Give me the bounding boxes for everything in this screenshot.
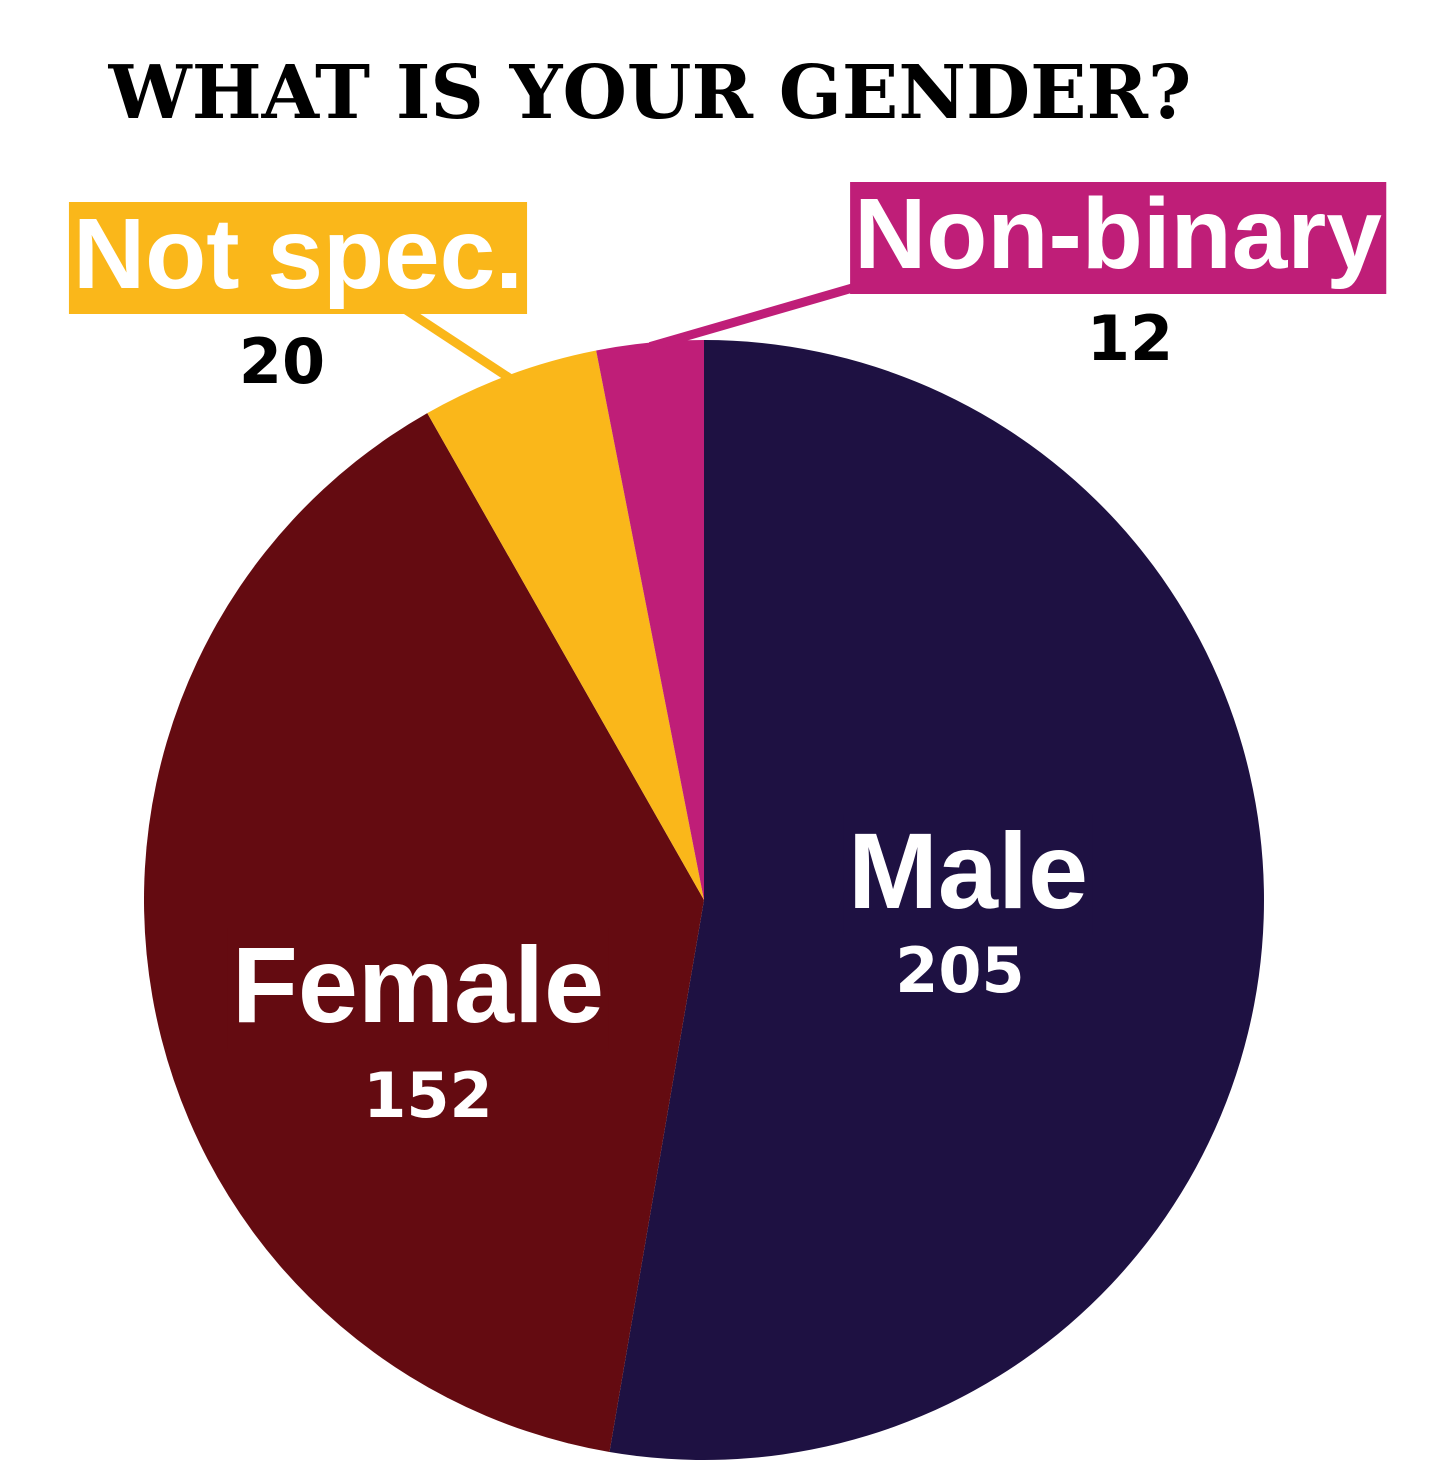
- slice-value-non-binary: 12: [1087, 302, 1173, 375]
- slice-value-female: 152: [363, 1059, 492, 1132]
- pie-slice-not-spec: [427, 350, 704, 900]
- leader-lines: [397, 275, 882, 383]
- slice-label-female: Female: [232, 924, 604, 1045]
- chart-title: WHAT IS YOUR GENDER?: [108, 50, 1192, 136]
- slice-label-not-spec: Not spec.: [73, 198, 523, 310]
- leader-line-non-binary: [648, 275, 882, 351]
- pie-slices: [144, 340, 1265, 1461]
- slice-value-male: 205: [895, 934, 1024, 1007]
- slice-label-male: Male: [848, 810, 1088, 931]
- pie-slice-non-binary: [596, 340, 704, 900]
- slice-label-background-female: [227, 928, 609, 1049]
- leader-line-not-spec: [397, 302, 514, 383]
- slice-label-non-binary: Non-binary: [854, 178, 1382, 290]
- slice-label-background-not-spec: [68, 202, 528, 314]
- slice-value-not-spec: 20: [239, 325, 325, 398]
- slice-label-background-non-binary: [850, 182, 1387, 294]
- slice-label-background-male: [843, 814, 1093, 935]
